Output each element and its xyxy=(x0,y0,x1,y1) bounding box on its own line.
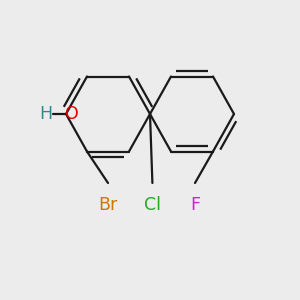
Text: Br: Br xyxy=(98,196,118,214)
Text: H: H xyxy=(39,105,52,123)
Text: Cl: Cl xyxy=(144,196,161,214)
Text: O: O xyxy=(64,105,78,123)
Text: F: F xyxy=(190,196,200,214)
